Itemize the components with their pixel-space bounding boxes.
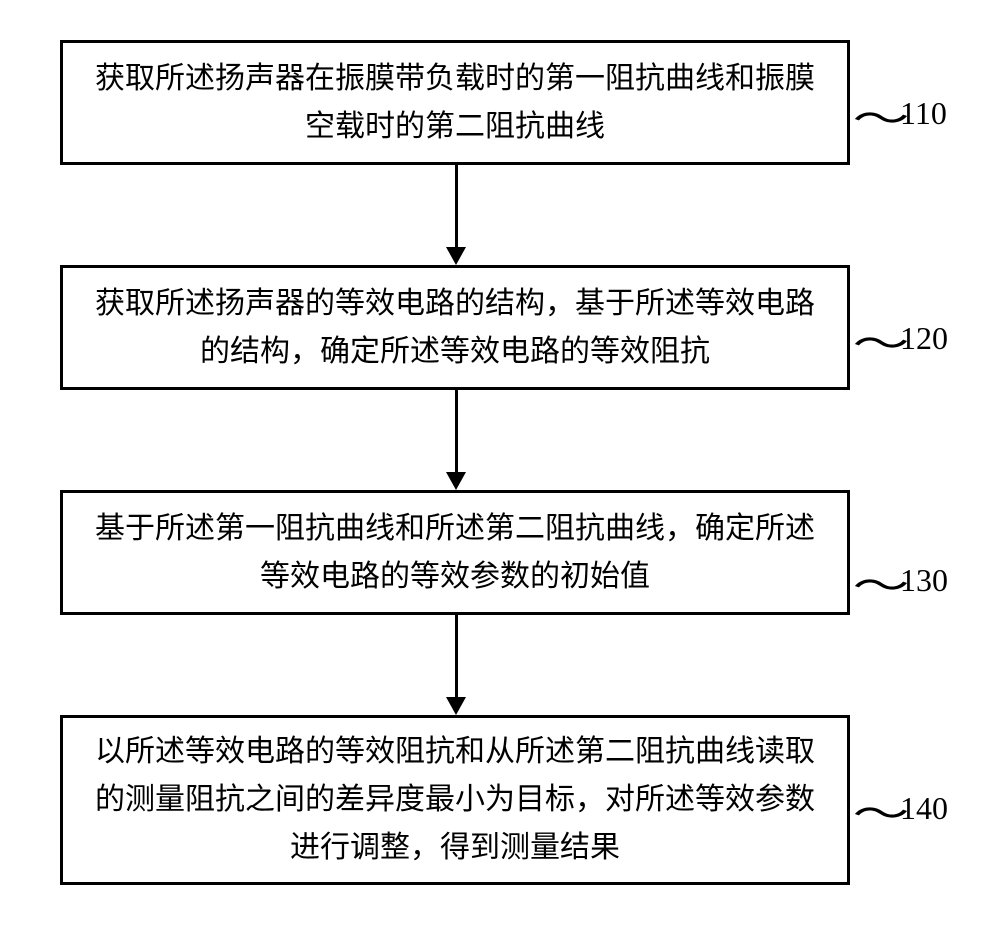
arrow-1-head [446,247,466,265]
flow-step-3: 基于所述第一阻抗曲线和所述第二阻抗曲线，确定所述等效电路的等效参数的初始值 [60,490,850,615]
arrow-1-line [455,165,458,247]
step-label-3: 130 [900,562,948,599]
flow-step-3-text: 基于所述第一阻抗曲线和所述第二阻抗曲线，确定所述等效电路的等效参数的初始值 [93,505,817,601]
flow-step-1-text: 获取所述扬声器在振膜带负载时的第一阻抗曲线和振膜空载时的第二阻抗曲线 [93,55,817,151]
flow-step-2-text: 获取所述扬声器的等效电路的结构，基于所述等效电路的结构，确定所述等效电路的等效阻… [93,280,817,376]
step-label-2: 120 [900,320,948,357]
flow-step-4-text: 以所述等效电路的等效阻抗和从所述第二阻抗曲线读取的测量阻抗之间的差异度最小为目标… [93,728,817,872]
arrow-3-head [446,697,466,715]
arrow-3-line [455,615,458,697]
flow-step-1: 获取所述扬声器在振膜带负载时的第一阻抗曲线和振膜空载时的第二阻抗曲线 [60,40,850,165]
step-label-4: 140 [900,790,948,827]
flow-step-4: 以所述等效电路的等效阻抗和从所述第二阻抗曲线读取的测量阻抗之间的差异度最小为目标… [60,715,850,885]
arrow-2-line [455,390,458,472]
flow-step-2: 获取所述扬声器的等效电路的结构，基于所述等效电路的结构，确定所述等效电路的等效阻… [60,265,850,390]
flowchart-container: 获取所述扬声器在振膜带负载时的第一阻抗曲线和振膜空载时的第二阻抗曲线 〜 110… [0,0,1000,928]
step-label-1: 110 [900,95,947,132]
arrow-2-head [446,472,466,490]
